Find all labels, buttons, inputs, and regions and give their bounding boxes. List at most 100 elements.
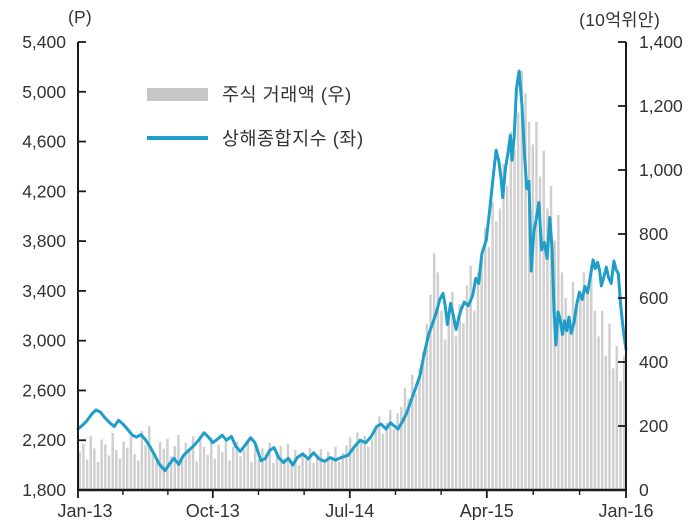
volume-bar bbox=[392, 429, 396, 490]
volume-bar bbox=[264, 454, 268, 490]
volume-bar bbox=[89, 435, 92, 490]
right-axis-tick-label: 1,000 bbox=[639, 160, 683, 180]
volume-bar bbox=[403, 387, 407, 490]
volume-bar bbox=[389, 410, 392, 490]
volume-bar bbox=[341, 453, 345, 490]
volume-bar bbox=[600, 310, 604, 490]
legend-item-trading-value: 주식 거래액 (우) bbox=[147, 82, 364, 106]
volume-bar bbox=[586, 291, 589, 490]
volume-bar bbox=[294, 450, 297, 490]
volume-bar bbox=[381, 434, 385, 490]
volume-bar bbox=[122, 441, 125, 490]
volume-bar bbox=[129, 437, 133, 490]
volume-bar bbox=[516, 112, 520, 491]
x-axis-tick-label: Apr-15 bbox=[460, 501, 514, 520]
volume-bar bbox=[210, 437, 213, 490]
volume-bar bbox=[268, 442, 271, 490]
volume-bar bbox=[257, 459, 261, 490]
volume-bar bbox=[147, 426, 151, 490]
volume-bar bbox=[531, 144, 535, 490]
volume-bar bbox=[283, 458, 286, 490]
volume-bar bbox=[465, 285, 469, 490]
volume-bar bbox=[140, 430, 144, 490]
index-line bbox=[76, 69, 628, 473]
left-axis-tick-label: 3,000 bbox=[22, 331, 66, 351]
volume-bar bbox=[564, 298, 567, 490]
volume-bar bbox=[250, 461, 253, 490]
volume-bar bbox=[571, 282, 575, 490]
volume-bar bbox=[115, 450, 118, 490]
volume-bar bbox=[330, 456, 334, 490]
volume-bar bbox=[538, 176, 542, 490]
volume-bar bbox=[137, 460, 140, 490]
volume-bar bbox=[611, 368, 615, 490]
volume-bar bbox=[473, 310, 476, 490]
volume-bar bbox=[253, 445, 257, 490]
volume-bar bbox=[476, 272, 480, 490]
volume-bar bbox=[126, 447, 129, 490]
volume-bar bbox=[104, 444, 107, 490]
volume-bar bbox=[615, 346, 619, 490]
volume-bar bbox=[491, 202, 494, 490]
volume-bar bbox=[224, 438, 228, 490]
volume-bar bbox=[323, 461, 326, 490]
volume-bar bbox=[85, 459, 89, 490]
volume-bar bbox=[202, 446, 206, 490]
volume-bar bbox=[370, 438, 374, 490]
volume-bar bbox=[396, 413, 399, 490]
volume-bar bbox=[275, 451, 279, 490]
volume-bar bbox=[513, 150, 516, 491]
volume-bar bbox=[246, 439, 250, 490]
volume-bar bbox=[337, 461, 341, 490]
volume-bar bbox=[495, 221, 498, 490]
volume-bar bbox=[367, 446, 370, 490]
volume-bar bbox=[326, 451, 330, 490]
right-axis-unit-label: (10억위안) bbox=[579, 10, 660, 30]
volume-bar bbox=[151, 452, 155, 490]
volume-bar bbox=[221, 452, 224, 490]
volume-bar bbox=[418, 368, 421, 490]
volume-bar bbox=[480, 259, 483, 490]
volume-bar bbox=[242, 450, 246, 490]
volume-bar bbox=[579, 298, 582, 490]
volume-bar bbox=[319, 449, 323, 490]
volume-bar bbox=[520, 70, 524, 491]
volume-bar bbox=[458, 304, 461, 490]
volume-bar bbox=[96, 461, 100, 490]
volume-bar bbox=[582, 272, 586, 490]
volume-bar bbox=[429, 294, 432, 490]
volume-bar bbox=[261, 448, 264, 490]
volume-bar bbox=[305, 459, 308, 490]
left-axis-tick-label: 3,800 bbox=[22, 231, 66, 251]
volume-bar bbox=[385, 422, 388, 490]
volume-bar bbox=[414, 394, 418, 490]
volume-bar bbox=[451, 291, 454, 490]
volume-bar bbox=[272, 462, 275, 490]
volume-bar bbox=[93, 448, 96, 490]
x-axis-tick-label: Oct-13 bbox=[186, 501, 240, 520]
volume-bar bbox=[308, 447, 312, 490]
left-axis-tick-label: 2,600 bbox=[22, 380, 66, 400]
volume-bar bbox=[542, 150, 545, 491]
volume-bar bbox=[206, 454, 209, 490]
x-axis-tick-label: Jan-13 bbox=[57, 501, 112, 520]
volume-bar bbox=[549, 186, 553, 490]
volume-bar bbox=[454, 336, 458, 490]
volume-bar bbox=[575, 304, 578, 490]
volume-bar bbox=[217, 444, 220, 490]
volume-bar bbox=[535, 122, 538, 490]
legend-label-shanghai-index: 상해종합지수 (좌) bbox=[222, 128, 364, 149]
volume-bar bbox=[440, 310, 443, 490]
volume-bar bbox=[469, 266, 472, 490]
volume-bar bbox=[487, 246, 491, 490]
volume-bar bbox=[118, 458, 122, 490]
volume-bar bbox=[597, 336, 600, 490]
volume-bar bbox=[279, 445, 282, 490]
volume-bar bbox=[199, 440, 202, 490]
left-axis-tick-label: 1,800 bbox=[22, 480, 66, 500]
volume-bar bbox=[443, 339, 447, 490]
volume-bar bbox=[524, 93, 527, 490]
volume-bar bbox=[374, 427, 377, 490]
volume-bar bbox=[546, 208, 549, 490]
right-axis-tick-label: 1,200 bbox=[639, 96, 683, 116]
